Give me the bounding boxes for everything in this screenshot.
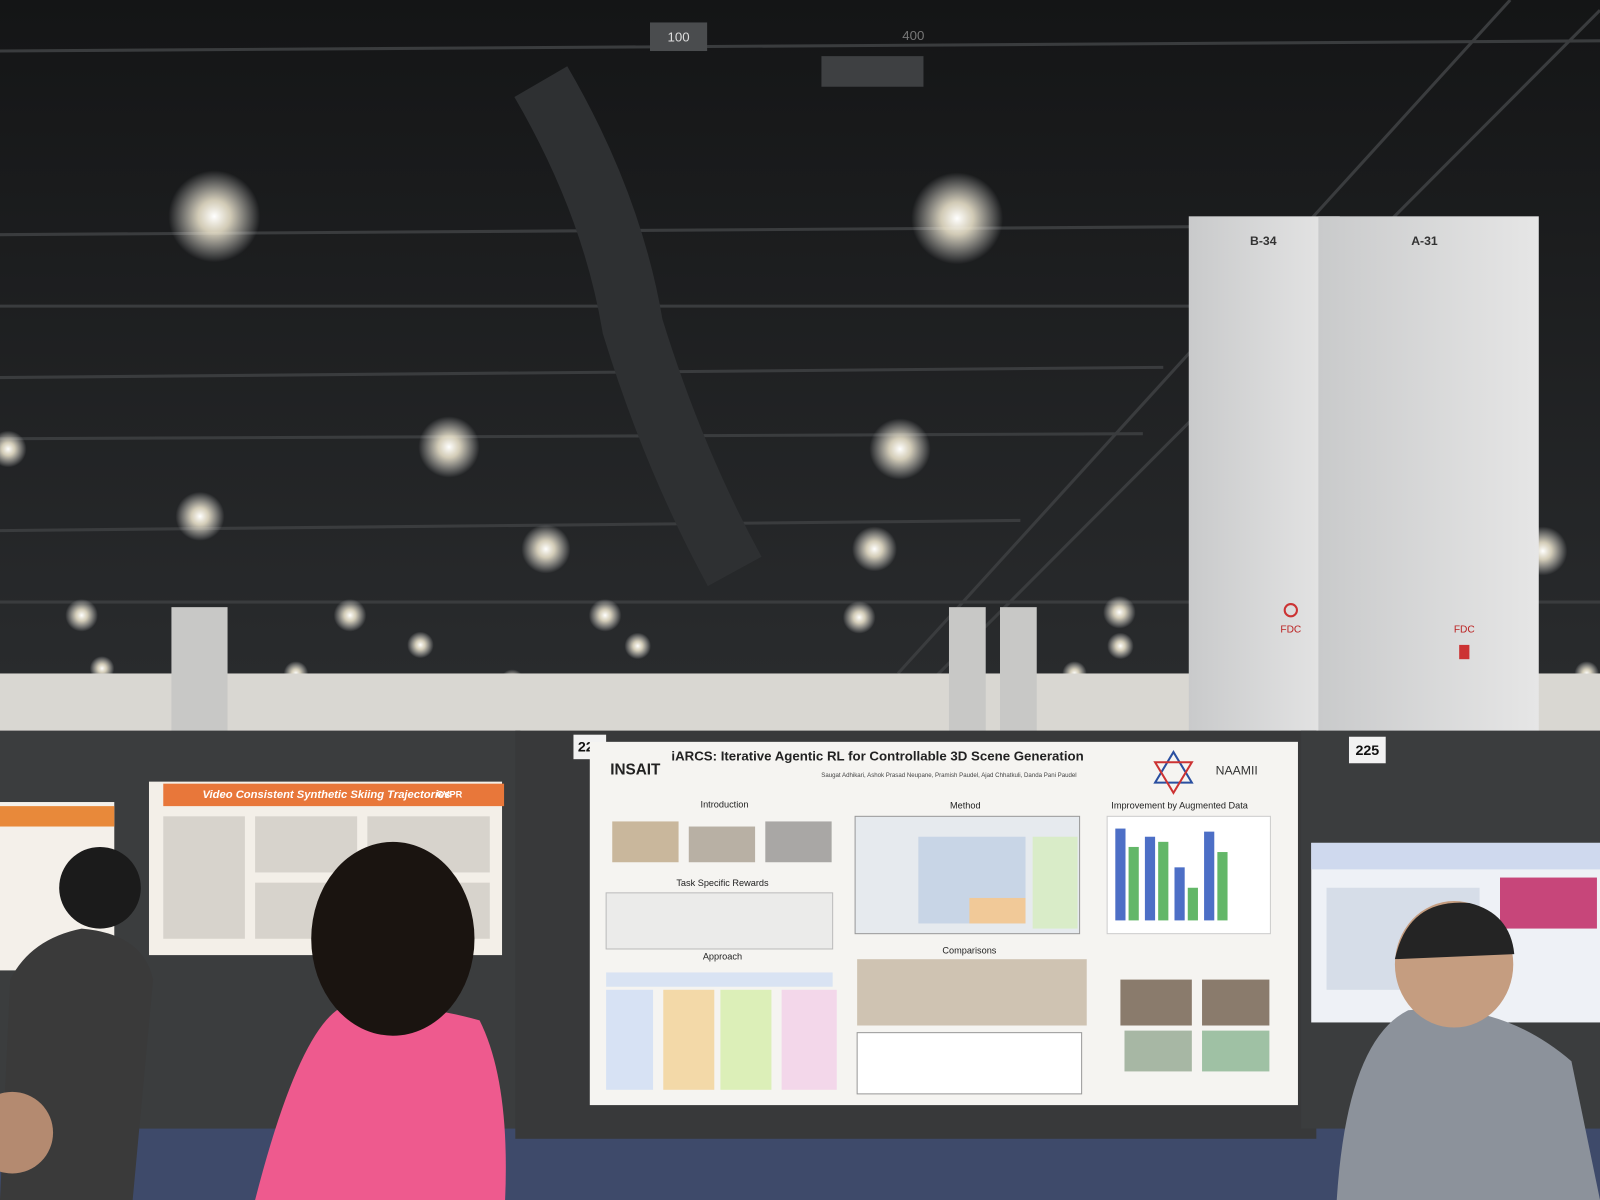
pillar-label: B-34: [1250, 234, 1277, 248]
poster-figures: [605, 815, 1271, 1095]
emblem: [1153, 750, 1194, 784]
emblem: [1153, 761, 1194, 795]
poster-badge: CVPR: [437, 789, 463, 799]
column: [171, 607, 228, 735]
poster-header: [163, 783, 505, 807]
section-heading: Task Specific Rewards: [676, 878, 769, 888]
pillar: [1318, 216, 1539, 737]
poster-title: Video Consistent Synthetic Skiing Trajec…: [202, 789, 450, 801]
people: [0, 841, 1600, 1200]
section-heading: Introduction: [701, 800, 749, 810]
pillar-sign: FDC: [1454, 624, 1475, 635]
poster-authors: Saugat Adhikari, Ashok Prasad Neupane, P…: [821, 772, 1076, 779]
sign: [650, 22, 708, 52]
ceiling-sign: 100: [668, 29, 690, 44]
poster-header: [0, 806, 115, 827]
alarm: [1459, 644, 1470, 660]
poster-logo: INSAIT: [610, 761, 661, 778]
pillar-sign: FDC: [1280, 624, 1301, 635]
column: [1000, 607, 1037, 735]
pillar-label: A-31: [1411, 234, 1438, 248]
board-number: 225: [1355, 743, 1379, 759]
section-heading: Method: [950, 801, 981, 811]
poster-figure: [1500, 877, 1597, 929]
icon: [1283, 603, 1298, 618]
poster-partner: NAAMII: [1216, 764, 1258, 778]
air-duct: [514, 66, 762, 587]
section-heading: Comparisons: [942, 945, 996, 955]
poster-header: [1311, 842, 1600, 870]
section-heading: Improvement by Augmented Data: [1111, 801, 1249, 811]
column: [948, 607, 986, 735]
ceiling-sign: 400: [902, 28, 924, 43]
board-number-card: [1348, 736, 1386, 764]
pillar: [1188, 216, 1340, 737]
projector: [821, 56, 924, 87]
poster-title: iARCS: Iterative Agentic RL for Controll…: [671, 749, 1083, 764]
ceiling-lights: [0, 170, 1599, 694]
section-heading: Approach: [703, 952, 742, 962]
